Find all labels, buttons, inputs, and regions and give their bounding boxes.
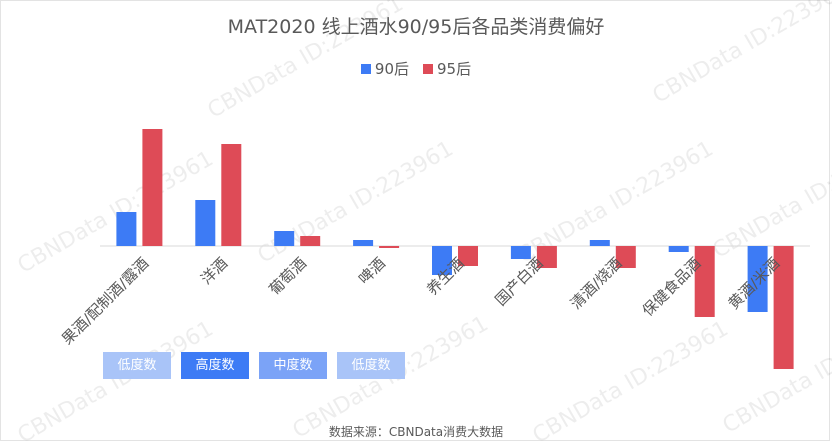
bar-95-5 xyxy=(536,246,557,268)
bar-95-1 xyxy=(221,144,242,246)
category-label: 啤酒 xyxy=(355,254,389,288)
degree-tag: 低度数 xyxy=(103,352,171,379)
bar-95-0 xyxy=(142,129,163,246)
bar-95-3 xyxy=(379,246,400,248)
bar-90-1 xyxy=(195,200,216,246)
category-label: 清酒/烧酒 xyxy=(567,254,626,313)
category-label: 果酒/配制酒/露酒 xyxy=(58,254,152,348)
category-label: 洋酒 xyxy=(197,254,231,288)
legend-item-95: 95后 xyxy=(423,58,471,79)
legend-swatch-95 xyxy=(423,63,433,74)
category-label: 葡萄酒 xyxy=(265,254,310,299)
bar-90-6 xyxy=(589,240,610,246)
legend-swatch-90 xyxy=(360,63,371,74)
degree-tag: 低度数 xyxy=(337,352,405,379)
category-label: 国产白酒 xyxy=(492,254,547,309)
chart-title: MAT2020 线上酒水90/95后各品类消费偏好 xyxy=(227,16,605,38)
bar-95-4 xyxy=(458,246,478,266)
category-label: 保健食品酒 xyxy=(639,254,705,320)
bar-90-5 xyxy=(510,246,531,259)
legend-label-90: 90后 xyxy=(374,60,409,78)
bar-90-4 xyxy=(432,246,452,275)
bar-95-7 xyxy=(694,246,715,317)
bar-90-0 xyxy=(116,212,137,246)
bar-90-2 xyxy=(274,231,295,246)
data-source: 数据来源：CBNData消费大数据 xyxy=(328,425,504,439)
legend-label-95: 95后 xyxy=(437,60,472,78)
legend-item-90: 90后 xyxy=(360,58,409,79)
bar-90-7 xyxy=(668,246,689,252)
bar-95-8 xyxy=(773,246,794,369)
bar-90-8 xyxy=(747,246,768,312)
degree-tags: 低度数 高度数 中度数 低度数 xyxy=(103,352,405,379)
bar-95-2 xyxy=(300,236,321,246)
bar-90-3 xyxy=(353,240,374,246)
degree-tag: 高度数 xyxy=(181,352,249,379)
bar-95-6 xyxy=(615,246,636,268)
chart-legend: 90后 95后 xyxy=(0,58,832,79)
degree-tag: 中度数 xyxy=(259,352,327,379)
